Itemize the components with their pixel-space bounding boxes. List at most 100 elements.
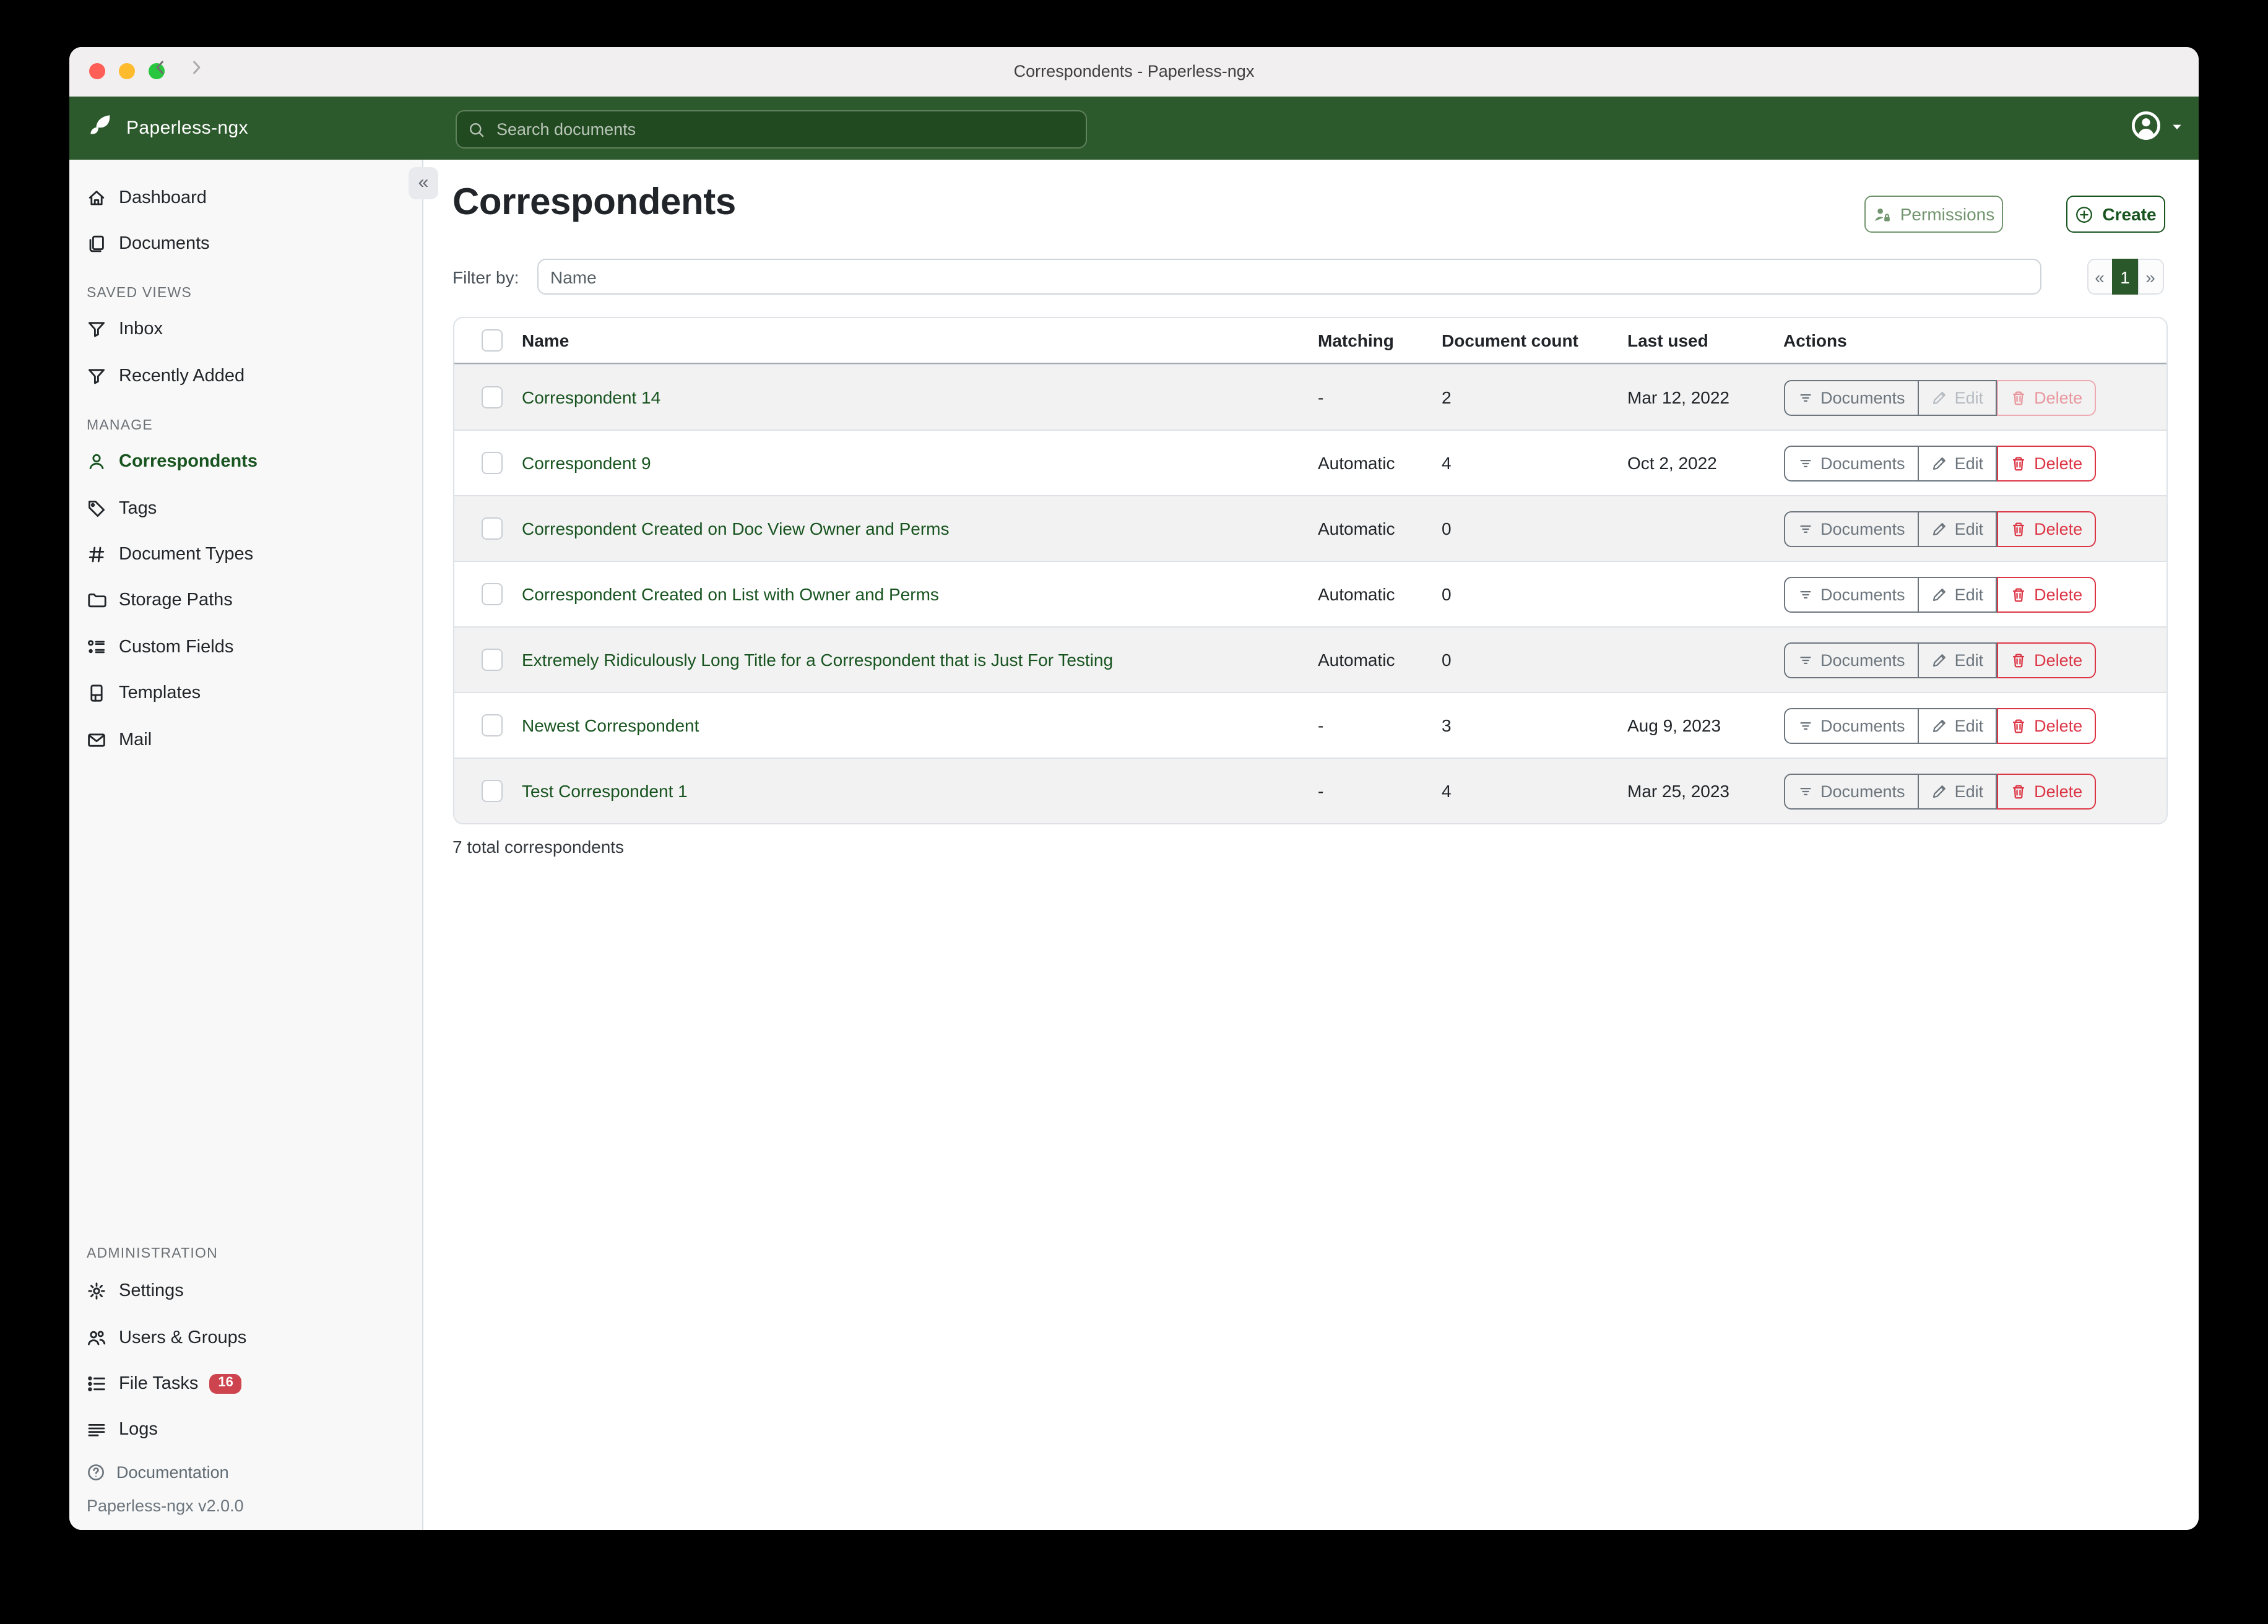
row-checkbox[interactable] bbox=[481, 583, 503, 605]
sidebar-item-storage-paths[interactable]: Storage Paths bbox=[69, 577, 422, 624]
sidebar-collapse-button[interactable]: « bbox=[409, 167, 438, 199]
filter-label: Filter by: bbox=[452, 267, 519, 287]
user-avatar-icon bbox=[2131, 110, 2162, 147]
pencil-icon bbox=[1931, 783, 1947, 799]
correspondent-link[interactable]: Correspondent Created on Doc View Owner … bbox=[522, 519, 950, 538]
sidebar-item-recently-added[interactable]: Recently Added bbox=[69, 353, 422, 399]
edit-button[interactable]: Edit bbox=[1918, 642, 1997, 678]
sidebar-item-templates[interactable]: Templates bbox=[69, 670, 422, 717]
sidebar-item-dashboard[interactable]: Dashboard bbox=[69, 175, 422, 221]
select-all-checkbox[interactable] bbox=[481, 329, 503, 352]
pagination-page-1[interactable]: 1 bbox=[2111, 259, 2139, 295]
count-cell: 0 bbox=[1442, 519, 1452, 538]
sidebar-item-users-groups[interactable]: Users & Groups bbox=[69, 1315, 422, 1361]
file-icon bbox=[87, 683, 106, 703]
table-row: Correspondent Created on List with Owner… bbox=[454, 561, 2166, 626]
sidebar-item-label: Documents bbox=[119, 234, 210, 254]
row-checkbox[interactable] bbox=[481, 517, 503, 540]
table-row: Correspondent Created on Doc View Owner … bbox=[454, 495, 2166, 561]
documents-button[interactable]: Documents bbox=[1783, 576, 1919, 612]
table-row: Correspondent 14 - 2 Mar 12, 2022 Documents E… bbox=[454, 364, 2166, 430]
row-checkbox[interactable] bbox=[481, 386, 503, 408]
sidebar-item-custom-fields[interactable]: Custom Fields bbox=[69, 624, 422, 670]
pencil-icon bbox=[1931, 652, 1947, 668]
funnel-icon bbox=[87, 366, 106, 386]
zoom-button[interactable] bbox=[149, 63, 165, 79]
correspondent-link[interactable]: Correspondent 14 bbox=[522, 387, 661, 407]
close-button[interactable] bbox=[89, 63, 105, 79]
edit-button[interactable]: Edit bbox=[1918, 576, 1997, 612]
sidebar-item-documents[interactable]: Documents bbox=[69, 221, 422, 267]
column-header-matching[interactable]: Matching bbox=[1318, 330, 1394, 350]
count-cell: 3 bbox=[1442, 715, 1452, 735]
create-button[interactable]: Create bbox=[2066, 196, 2165, 233]
user-menu[interactable] bbox=[2131, 97, 2184, 160]
sidebar-item-inbox[interactable]: Inbox bbox=[69, 307, 422, 353]
column-header-name[interactable]: Name bbox=[522, 330, 569, 350]
sidebar-item-mail[interactable]: Mail bbox=[69, 717, 422, 763]
documents-button[interactable]: Documents bbox=[1783, 379, 1919, 415]
edit-button[interactable]: Edit bbox=[1918, 707, 1997, 743]
documentation-label: Documentation bbox=[116, 1462, 229, 1481]
actions-cell: Documents Edit Delete bbox=[1783, 576, 2166, 612]
table-header-row: Name Matching Document count Last used A… bbox=[454, 318, 2166, 364]
sidebar-item-file-tasks[interactable]: File Tasks 16 bbox=[69, 1360, 422, 1407]
pencil-icon bbox=[1931, 586, 1947, 602]
documents-button[interactable]: Documents bbox=[1783, 773, 1919, 809]
listcheck-icon bbox=[87, 1374, 106, 1394]
hash-icon bbox=[87, 545, 106, 564]
sidebar-item-correspondents[interactable]: Correspondents bbox=[69, 439, 422, 485]
edit-button[interactable]: Edit bbox=[1918, 445, 1997, 481]
back-icon[interactable] bbox=[151, 58, 170, 83]
sidebar-item-settings[interactable]: Settings bbox=[69, 1268, 422, 1315]
delete-button[interactable]: Delete bbox=[1997, 576, 2097, 612]
column-header-last-used[interactable]: Last used bbox=[1627, 330, 1708, 350]
edit-button[interactable]: Edit bbox=[1918, 511, 1997, 546]
matching-cell: Automatic bbox=[1318, 519, 1395, 538]
sidebar-item-documentation[interactable]: Documentation bbox=[69, 1453, 422, 1490]
filter-name-input[interactable] bbox=[537, 259, 2041, 295]
forward-icon[interactable] bbox=[187, 58, 206, 83]
sidebar-item-logs[interactable]: Logs bbox=[69, 1407, 422, 1453]
row-checkbox[interactable] bbox=[481, 714, 503, 736]
actions-cell: Documents Edit Delete bbox=[1783, 379, 2166, 415]
sidebar-item-document-types[interactable]: Document Types bbox=[69, 532, 422, 578]
search-icon bbox=[468, 121, 485, 138]
pagination-next-button[interactable]: » bbox=[2137, 259, 2163, 295]
minimize-button[interactable] bbox=[119, 63, 135, 79]
search-input[interactable] bbox=[494, 119, 1086, 140]
row-checkbox[interactable] bbox=[481, 452, 503, 474]
last-used-cell: Aug 9, 2023 bbox=[1627, 715, 1721, 735]
row-checkbox[interactable] bbox=[481, 649, 503, 671]
sidebar-item-label: Correspondents bbox=[119, 452, 258, 472]
filter-icon bbox=[1797, 455, 1813, 471]
delete-button[interactable]: Delete bbox=[1997, 642, 2097, 678]
app-version: Paperless-ngx v2.0.0 bbox=[87, 1497, 244, 1515]
documents-button[interactable]: Documents bbox=[1783, 642, 1919, 678]
edit-button[interactable]: Edit bbox=[1918, 773, 1997, 809]
documents-button[interactable]: Documents bbox=[1783, 707, 1919, 743]
lines-icon bbox=[87, 1420, 106, 1440]
correspondent-link[interactable]: Correspondent 9 bbox=[522, 453, 651, 473]
delete-button[interactable]: Delete bbox=[1997, 707, 2097, 743]
correspondent-link[interactable]: Extremely Ridiculously Long Title for a … bbox=[522, 650, 1114, 670]
sidebar-item-tags[interactable]: Tags bbox=[69, 485, 422, 532]
sidebar: Dashboard Documents SAVED VIEWS Inbox Recent… bbox=[69, 160, 423, 1530]
sidebar-item-label: File Tasks bbox=[119, 1373, 199, 1394]
actions-cell: Documents Edit Delete bbox=[1783, 511, 2166, 546]
column-header-count[interactable]: Document count bbox=[1442, 330, 1578, 350]
documents-button[interactable]: Documents bbox=[1783, 445, 1919, 481]
delete-button[interactable]: Delete bbox=[1997, 445, 2097, 481]
row-checkbox[interactable] bbox=[481, 780, 503, 802]
correspondent-link[interactable]: Newest Correspondent bbox=[522, 715, 699, 735]
filter-icon bbox=[1797, 717, 1813, 733]
documents-button[interactable]: Documents bbox=[1783, 511, 1919, 546]
correspondent-link[interactable]: Correspondent Created on List with Owner… bbox=[522, 584, 939, 604]
delete-button[interactable]: Delete bbox=[1997, 511, 2097, 546]
brand[interactable]: Paperless-ngx bbox=[87, 97, 248, 160]
delete-button[interactable]: Delete bbox=[1997, 773, 2097, 809]
permissions-button[interactable]: Permissions bbox=[1864, 196, 2003, 233]
correspondent-link[interactable]: Test Correspondent 1 bbox=[522, 781, 688, 801]
pagination-prev-button[interactable]: « bbox=[2087, 259, 2113, 295]
